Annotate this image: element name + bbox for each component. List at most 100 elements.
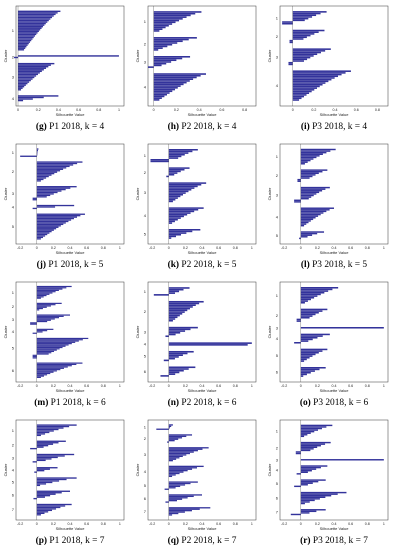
silhouette-bar (300, 292, 325, 294)
cluster-tick-label: 5 (12, 346, 15, 351)
silhouette-bar (18, 95, 59, 97)
x-tick-label: 0.2 (174, 108, 179, 112)
x-axis-label: Silhouette Value (320, 388, 350, 393)
silhouette-bar (168, 465, 204, 468)
silhouette-bar (292, 17, 309, 20)
silhouette-bar (300, 188, 326, 190)
x-tick-label: 0.6 (348, 522, 353, 526)
x-tick-label: 0.4 (332, 384, 337, 388)
cluster-tick-label: 3 (144, 330, 147, 335)
silhouette-bar (150, 159, 169, 161)
bars-group (282, 11, 351, 101)
silhouette-bar (168, 451, 194, 453)
silhouette-bar (36, 167, 67, 169)
silhouette-bar (300, 509, 326, 511)
silhouette-bar (36, 215, 81, 217)
cluster-tick-label: 5 (12, 224, 15, 229)
silhouette-bar (153, 28, 163, 30)
silhouette-bar (18, 49, 25, 51)
silhouette-bar (300, 482, 313, 484)
silhouette-bar (168, 302, 200, 305)
silhouette-bar (292, 29, 325, 32)
silhouette-bar (36, 365, 72, 367)
x-tick-label: 1 (118, 108, 120, 112)
silhouette-bar (300, 327, 384, 329)
silhouette-bar (300, 465, 328, 467)
silhouette-bar (168, 458, 177, 460)
silhouette-bar (168, 326, 198, 329)
silhouette-bar (36, 337, 89, 340)
silhouette-bar (165, 335, 169, 338)
cluster-tick-label: 2 (144, 170, 147, 175)
silhouette-bar (300, 333, 330, 336)
silhouette-bar (300, 348, 328, 351)
silhouette-bar (168, 235, 177, 238)
silhouette-bar (36, 314, 70, 316)
silhouette-bar (292, 85, 320, 88)
silhouette-bar (36, 509, 53, 512)
silhouette-bar (18, 42, 29, 45)
silhouette-bar (168, 212, 191, 214)
silhouette-bar (36, 232, 50, 234)
silhouette-bar (36, 340, 79, 342)
silhouette-bar (300, 223, 307, 225)
silhouette-bar (36, 305, 51, 307)
silhouette-bar (36, 512, 45, 514)
x-tick-label: 0.4 (200, 522, 205, 526)
silhouette-bar (292, 12, 321, 15)
x-tick-label: 0 (292, 108, 294, 112)
silhouette-bar (30, 323, 37, 325)
silhouette-bar (18, 73, 38, 76)
silhouette-bar (300, 287, 339, 289)
x-tick-label: 1 (383, 522, 385, 526)
x-tick-label: 0.8 (233, 246, 238, 250)
silhouette-bar (153, 23, 173, 25)
silhouette-bar (36, 216, 78, 218)
bars-group (13, 10, 119, 102)
silhouette-bar (18, 96, 44, 99)
silhouette-bar (36, 302, 62, 304)
silhouette-bar (168, 440, 175, 442)
silhouette-bar (153, 83, 184, 86)
cluster-tick-label: 5 (276, 353, 279, 358)
silhouette-bar (292, 83, 323, 86)
silhouette-bar (300, 148, 336, 151)
silhouette-bar (153, 45, 168, 48)
silhouette-bar (36, 514, 41, 516)
plot-frame (147, 5, 257, 107)
silhouette-bar (153, 42, 178, 44)
x-axis-label: Silhouette Value (320, 526, 350, 531)
silhouette-bar (168, 316, 178, 319)
silhouette-bar (36, 496, 45, 498)
cluster-tick-label: 6 (144, 496, 147, 501)
silhouette-bar (36, 328, 54, 330)
silhouette-bar (153, 16, 187, 18)
silhouette-bar (300, 170, 323, 173)
silhouette-bar (164, 488, 169, 490)
silhouette-bar (300, 210, 327, 213)
silhouette-bar (36, 315, 64, 317)
silhouette-bar (294, 199, 301, 202)
silhouette-bar (168, 192, 186, 194)
x-tick-label: -0.2 (17, 522, 23, 526)
silhouette-bar (168, 482, 191, 485)
silhouette-bar (153, 47, 163, 49)
silhouette-bar (36, 233, 48, 236)
silhouette-bar (168, 512, 179, 515)
silhouette-bar (292, 58, 308, 61)
silhouette-panel-l: 1 2 3 4 5 -0.2 0 0.2 0.4 0.6 0.8 1 Silhouette Value C… (267, 143, 389, 255)
silhouette-bar (300, 209, 330, 211)
silhouette-bar (300, 212, 324, 214)
plot-frame (15, 5, 125, 107)
silhouette-bar (168, 371, 180, 374)
silhouette-bar (294, 201, 301, 203)
silhouette-bar (300, 232, 318, 235)
silhouette-bar (36, 170, 61, 172)
cluster-tick-label: 4 (276, 215, 279, 220)
silhouette-bar (168, 342, 252, 344)
silhouette-bar (300, 150, 331, 152)
silhouette-bar (36, 339, 83, 341)
silhouette-bar (300, 338, 313, 341)
silhouette-bar (168, 368, 189, 370)
silhouette-bar (300, 155, 320, 157)
